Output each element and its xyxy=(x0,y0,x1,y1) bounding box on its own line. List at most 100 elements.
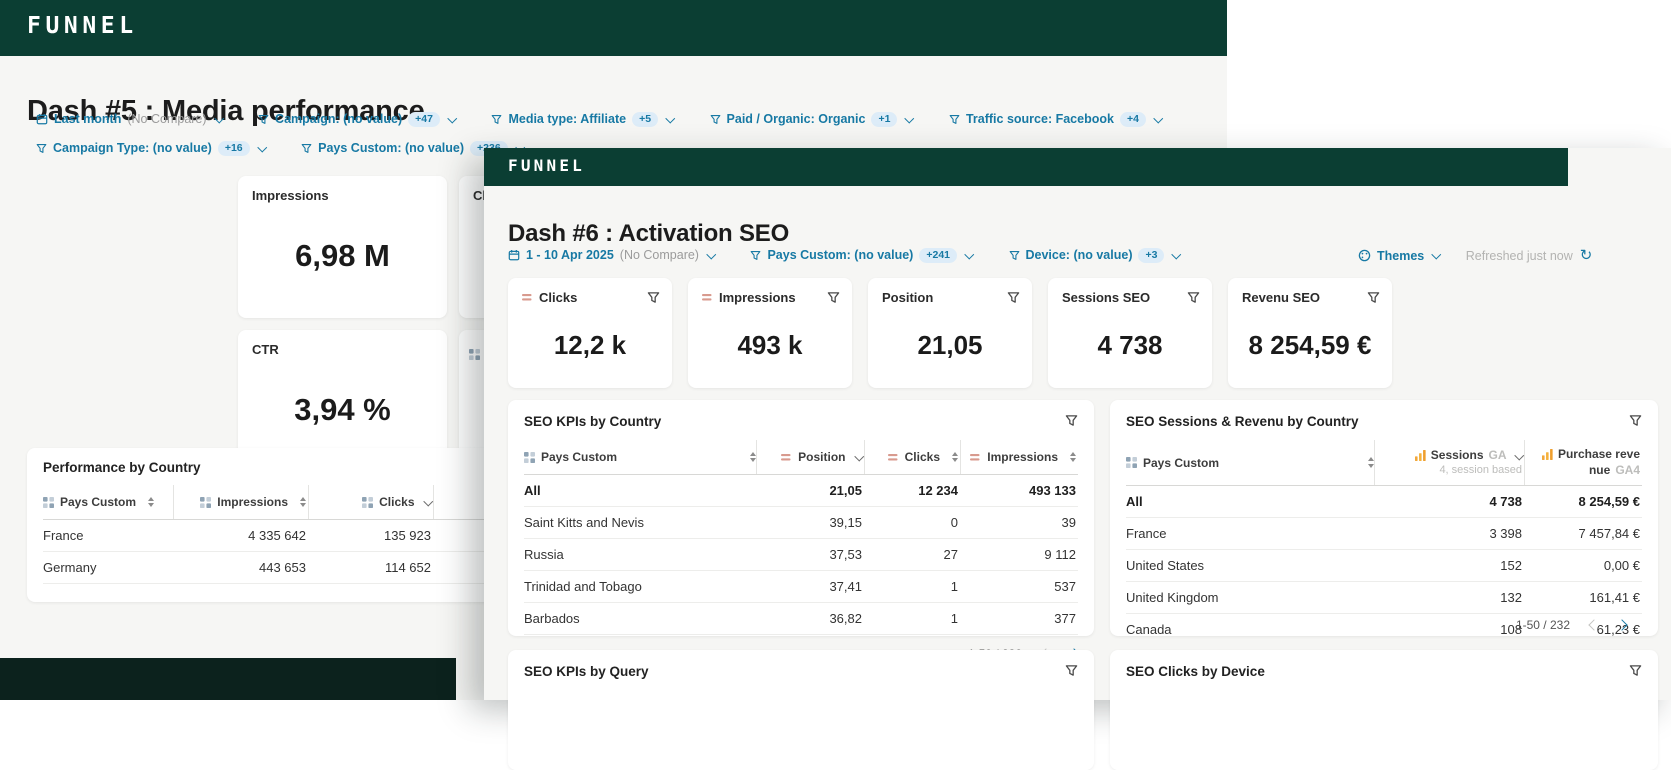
funnel-icon[interactable] xyxy=(647,289,660,307)
chevron-down-icon xyxy=(1172,249,1182,259)
table-cell: 7 457,84 € xyxy=(1524,518,1642,550)
card-title: SEO KPIs by Country xyxy=(524,413,662,429)
table-cell: 4 335 642 xyxy=(173,520,308,552)
table-cell: Trinidad and Tobago xyxy=(524,571,756,603)
filter-label: Last month xyxy=(54,112,122,127)
kpi-card-position: Position 21,05 xyxy=(868,278,1032,388)
table-cell: France xyxy=(43,520,173,552)
funnel-logo: FUNNEL xyxy=(508,156,585,175)
kpi-card-revenu-seo: Revenu SEO 8 254,59 € xyxy=(1228,278,1392,388)
table-cell: All xyxy=(1126,486,1374,518)
kpi-label: CTR xyxy=(252,342,279,357)
table-cell: 37,53 xyxy=(756,539,864,571)
table-cell: 377 xyxy=(960,603,1078,635)
device-filter-chip[interactable]: Device: (no value) +3 xyxy=(1009,248,1182,263)
filter-label: Paid / Organic: Organic xyxy=(726,112,866,127)
filter-count-badge: +241 xyxy=(919,248,957,263)
kpi-label: Impressions xyxy=(252,188,329,203)
ga4-icon xyxy=(1414,450,1426,462)
chevron-down-icon xyxy=(905,113,915,123)
filter-label: Campaign: (no value) xyxy=(275,112,403,127)
table-cell: All xyxy=(524,475,756,507)
date-filter-chip[interactable]: Last month (No Compare) xyxy=(36,112,224,127)
chevron-down-icon xyxy=(1514,450,1524,460)
sessions-table: Pays Custom Sessions GA 4, session based… xyxy=(1126,440,1642,636)
funnel-icon[interactable] xyxy=(1007,289,1020,307)
refresh-icon[interactable]: ↻ xyxy=(1579,247,1593,264)
date-filter-chip[interactable]: 1 - 10 Apr 2025 (No Compare) xyxy=(508,248,716,262)
table-cell: 27 xyxy=(864,539,960,571)
campaign-filter-chip[interactable]: Campaign: (no value) +47 xyxy=(258,112,457,127)
kpi-card-impressions: Impressions 493 k xyxy=(688,278,852,388)
funnel-icon[interactable] xyxy=(1065,412,1078,430)
paid-organic-filter-chip[interactable]: Paid / Organic: Organic +1 xyxy=(710,112,915,127)
funnel-icon[interactable] xyxy=(1629,662,1642,680)
funnel-icon xyxy=(751,250,761,260)
filter-row: 1 - 10 Apr 2025 (No Compare) Pays Custom… xyxy=(508,248,1182,263)
table-cell: 132 xyxy=(1374,582,1524,614)
filter-count-badge: +1 xyxy=(871,112,898,127)
next-page-icon[interactable] xyxy=(1616,619,1628,631)
sort-icon xyxy=(1070,451,1076,463)
kpi-card-clicks: Clicks 12,2 k xyxy=(508,278,672,388)
kpi-row: Clicks 12,2 k Impressions 493 k Position… xyxy=(508,278,1392,388)
funnel-icon xyxy=(949,114,960,124)
refresh-status: Refreshed just now ↻ xyxy=(1465,247,1593,264)
column-header-pays-custom[interactable]: Pays Custom xyxy=(43,485,173,519)
filter-count-badge: +4 xyxy=(1119,112,1146,127)
chevron-down-icon xyxy=(665,113,675,123)
table-cell: 152 xyxy=(1374,550,1524,582)
funnel-icon[interactable] xyxy=(1065,662,1078,680)
column-header-clicks[interactable]: Clicks xyxy=(864,440,960,474)
media-type-filter-chip[interactable]: Media type: Affiliate +5 xyxy=(491,112,675,127)
column-header-pays-custom[interactable]: Pays Custom xyxy=(524,440,756,474)
seo-sessions-revenu-card: SEO Sessions & Revenu by Country Pays Cu… xyxy=(1110,400,1658,636)
funnel-icon[interactable] xyxy=(1629,412,1642,430)
column-header-purchase-revenue[interactable]: Purchase reve nue GA4 xyxy=(1524,440,1642,485)
table-cell: 9 112 xyxy=(960,539,1078,571)
column-header-cut xyxy=(433,485,571,519)
kpi-card-impressions: Impressions 6,98 M xyxy=(238,176,447,318)
page-title: Dash #5 : Media performance xyxy=(27,95,425,128)
funnel-icon[interactable] xyxy=(827,289,840,307)
column-header-clicks[interactable]: Clicks xyxy=(308,485,433,519)
column-header-sessions[interactable]: Sessions GA 4, session based xyxy=(1374,440,1524,485)
table-cell: 21,05 xyxy=(756,475,864,507)
table-cell: 108 xyxy=(1374,614,1524,636)
chevron-down-icon xyxy=(854,451,864,461)
table-cell: 114 652 xyxy=(308,552,433,584)
sort-icon xyxy=(952,451,958,463)
column-header-pays-custom[interactable]: Pays Custom xyxy=(1126,440,1374,485)
chevron-down-icon xyxy=(423,496,433,506)
funnel-icon[interactable] xyxy=(1367,289,1380,307)
kpi-card-sessions-seo: Sessions SEO 4 738 xyxy=(1048,278,1212,388)
filter-label: Pays Custom: (no value) xyxy=(318,141,465,156)
pagination-range: 1-50 / 232 xyxy=(1515,618,1570,632)
funnel-icon[interactable] xyxy=(1187,289,1200,307)
themes-button[interactable]: Themes xyxy=(1358,249,1442,263)
metric-icon xyxy=(702,294,712,301)
sort-icon xyxy=(750,451,756,463)
traffic-source-filter-chip[interactable]: Traffic source: Facebook +4 xyxy=(949,112,1163,127)
performance-table: Pays Custom Impressions Clicks France 4 … xyxy=(43,485,571,584)
seo-kpis-by-country-card: SEO KPIs by Country Pays Custom Position… xyxy=(508,400,1094,661)
dimension-icon xyxy=(43,496,54,508)
dimension-icon xyxy=(200,496,212,508)
table-cell: Canada xyxy=(1126,614,1374,636)
dimension-icon xyxy=(524,451,535,463)
chevron-down-icon xyxy=(447,113,457,123)
funnel-icon xyxy=(258,114,269,124)
pays-custom-filter-chip[interactable]: Pays Custom: (no value) +241 xyxy=(750,248,974,263)
calendar-icon xyxy=(36,114,48,125)
column-header-position[interactable]: Position xyxy=(756,440,864,474)
prev-page-icon[interactable] xyxy=(1588,619,1600,631)
filter-count-badge: +16 xyxy=(217,141,250,156)
table-cell: 12 234 xyxy=(864,475,960,507)
table-cell: 443 653 xyxy=(173,552,308,584)
ga4-icon xyxy=(1541,449,1553,460)
column-header-impressions[interactable]: Impressions xyxy=(173,485,308,519)
campaign-type-filter-chip[interactable]: Campaign Type: (no value) +16 xyxy=(36,141,267,156)
column-header-impressions[interactable]: Impressions xyxy=(960,440,1078,474)
funnel-icon xyxy=(492,114,502,124)
metric-icon xyxy=(970,453,980,460)
